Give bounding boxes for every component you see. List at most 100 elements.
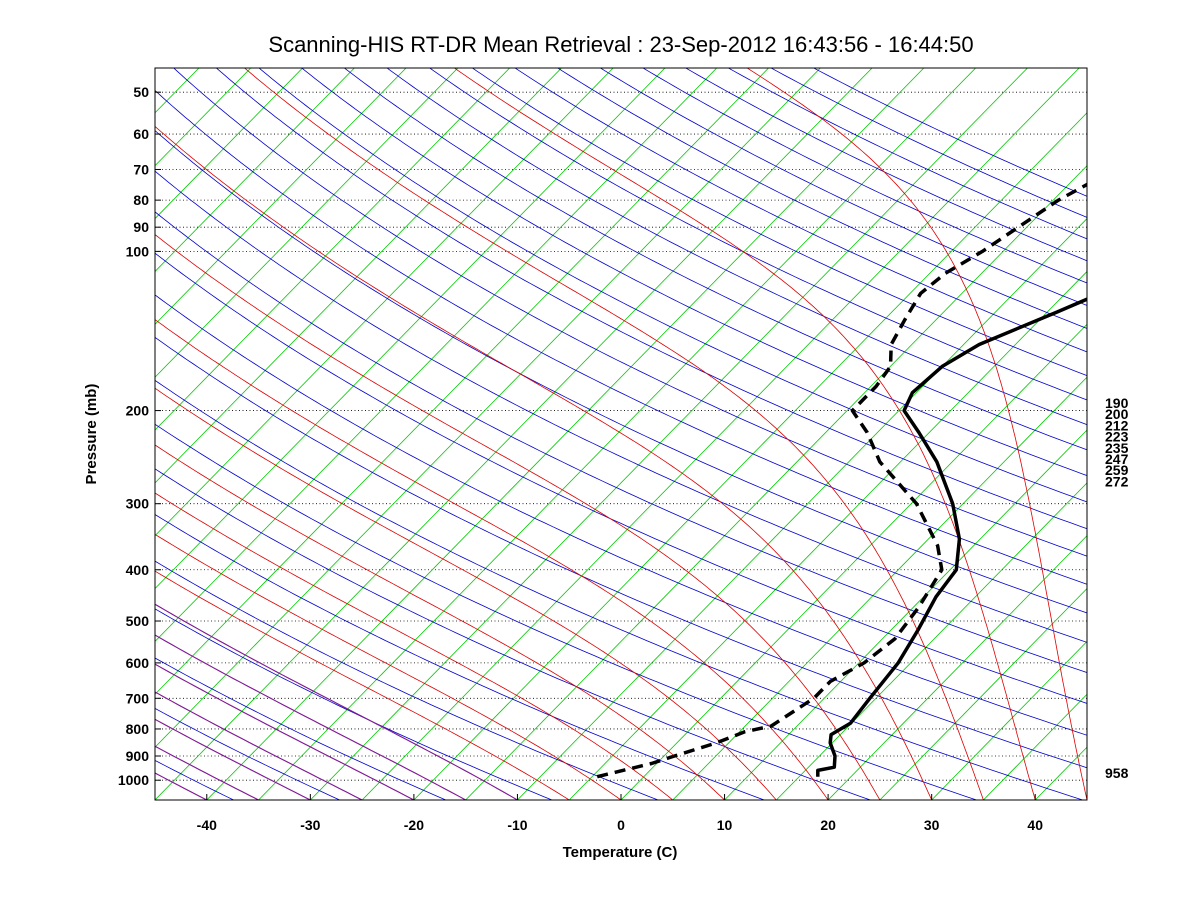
isotherm-lines — [0, 41, 1200, 812]
x-tick-label: -20 — [404, 817, 424, 833]
dry-adiabat-line — [155, 657, 446, 800]
isotherm-line — [206, 68, 925, 800]
dry-adiabat-line — [155, 759, 234, 800]
isotherm-line — [155, 68, 563, 484]
isobar-grid — [155, 91, 1087, 781]
right-side-label: 272 — [1105, 473, 1129, 489]
x-axis-ticks: -40 -30 -20 -10 0 10 20 30 40 — [197, 794, 1043, 833]
moist-adiabat-line — [155, 533, 622, 800]
isotherm-line — [155, 68, 718, 642]
isotherm-line — [982, 693, 1087, 800]
x-tick-label: -10 — [507, 817, 527, 833]
x-tick-label: 0 — [617, 817, 625, 833]
dry-adiabat-line — [155, 514, 765, 800]
isotherm-line — [0, 41, 122, 812]
dry-adiabat-line — [301, 68, 1087, 477]
plot-frame — [154, 67, 1088, 801]
y-tick-label: 300 — [126, 496, 150, 512]
dry-adiabat-line — [155, 130, 1087, 614]
moist-adiabat-line — [155, 444, 725, 800]
y-tick-label: 800 — [126, 721, 150, 737]
moist-adiabat-overlap-line — [155, 772, 208, 800]
x-tick-label: 10 — [717, 817, 733, 833]
moist-adiabat-line — [155, 234, 881, 800]
dry-adiabat-line — [812, 68, 1087, 197]
isotherm-line — [257, 68, 977, 800]
moist-adiabat-line — [155, 772, 207, 800]
isotherm-line — [0, 41, 18, 812]
moist-adiabat-line — [155, 799, 156, 800]
dry-adiabat-line — [155, 252, 1087, 704]
y-tick-label: 90 — [133, 219, 149, 235]
plot-area — [0, 41, 1200, 812]
dry-adiabat-line — [727, 68, 1087, 240]
dry-adiabat-line — [155, 468, 871, 800]
right-side-label: 247 — [1105, 451, 1129, 467]
isotherm-line — [155, 68, 614, 537]
dry-adiabat-line — [155, 707, 340, 800]
isotherm-line — [413, 112, 1087, 800]
moist-adiabat-line — [155, 745, 259, 800]
y-axis-label: Pressure (mb) — [83, 384, 100, 485]
dry-adiabat-line — [155, 89, 1087, 585]
moist-adiabat-overlap-line — [155, 799, 156, 800]
x-tick-label: -40 — [197, 817, 217, 833]
moist-adiabat-lines — [155, 68, 1087, 800]
moist-adiabat-overlap-line — [155, 634, 466, 800]
isotherm-line — [309, 68, 1029, 800]
dry-adiabat-line — [155, 608, 553, 800]
isotherm-line — [516, 218, 1087, 800]
dry-adiabat-line — [155, 423, 977, 800]
dry-adiabat-line — [155, 379, 1083, 800]
isotherm-line — [155, 68, 770, 695]
y-tick-label: 80 — [133, 192, 149, 208]
x-tick-label: 30 — [924, 817, 940, 833]
isotherm-line — [155, 68, 459, 378]
dry-adiabat-line — [155, 170, 1087, 643]
chart-title: Scanning-HIS RT-DR Mean Retrieval : 23-S… — [268, 32, 973, 57]
dry-adiabat-line — [155, 336, 1087, 769]
dry-adiabat-line — [173, 68, 1087, 557]
right-side-label: 190 — [1105, 395, 1129, 411]
x-axis-label: Temperature (C) — [563, 844, 678, 861]
dry-adiabat-line — [258, 68, 1087, 503]
right-side-label: 212 — [1105, 417, 1129, 433]
profile-lines — [596, 182, 1087, 779]
dry-adiabat-line — [215, 68, 1087, 530]
moist-adiabat-overlap-line — [155, 745, 259, 800]
isotherm-line — [1127, 41, 1200, 812]
dry-adiabat-line — [557, 68, 1087, 329]
dry-adiabat-line — [471, 68, 1087, 377]
dry-adiabat-line — [684, 68, 1087, 262]
isotherm-line — [879, 587, 1087, 800]
x-tick-label: 40 — [1027, 817, 1043, 833]
moist-adiabat-overlap-line — [155, 603, 518, 800]
y-tick-label: 400 — [126, 562, 150, 578]
moist-adiabat-overlap-line — [155, 663, 415, 800]
y-tick-label: 1000 — [118, 772, 149, 788]
moist-adiabat-line — [746, 68, 1087, 800]
dry-adiabat-line — [155, 294, 1087, 736]
isotherm-line — [155, 68, 666, 590]
y-tick-label: 100 — [126, 243, 150, 259]
dry-adiabat-line — [514, 68, 1087, 353]
y-tick-label: 60 — [133, 126, 149, 142]
isotherm-line — [155, 68, 873, 800]
dry-adiabat-line — [599, 68, 1087, 306]
y-tick-label: 600 — [126, 655, 150, 671]
dry-adiabat-line — [343, 68, 1087, 451]
isotherm-line — [465, 165, 1087, 800]
moist-adiabat-line — [453, 68, 1036, 800]
y-tick-label: 500 — [126, 613, 150, 629]
temperature-profile-line — [816, 297, 1087, 777]
dry-adiabat-lines — [155, 68, 1087, 800]
x-tick-label: 20 — [820, 817, 836, 833]
moist-adiabat-line — [155, 634, 466, 800]
y-axis-ticks: 50 60 70 80 90 100 200 300 400 500 600 700 800 900 100… — [118, 84, 161, 788]
isotherm-line — [0, 41, 70, 812]
isotherm-line — [931, 640, 1087, 800]
isotherm-line — [672, 376, 1087, 800]
right-side-label: 223 — [1105, 429, 1129, 445]
isotherm-line — [155, 68, 821, 748]
